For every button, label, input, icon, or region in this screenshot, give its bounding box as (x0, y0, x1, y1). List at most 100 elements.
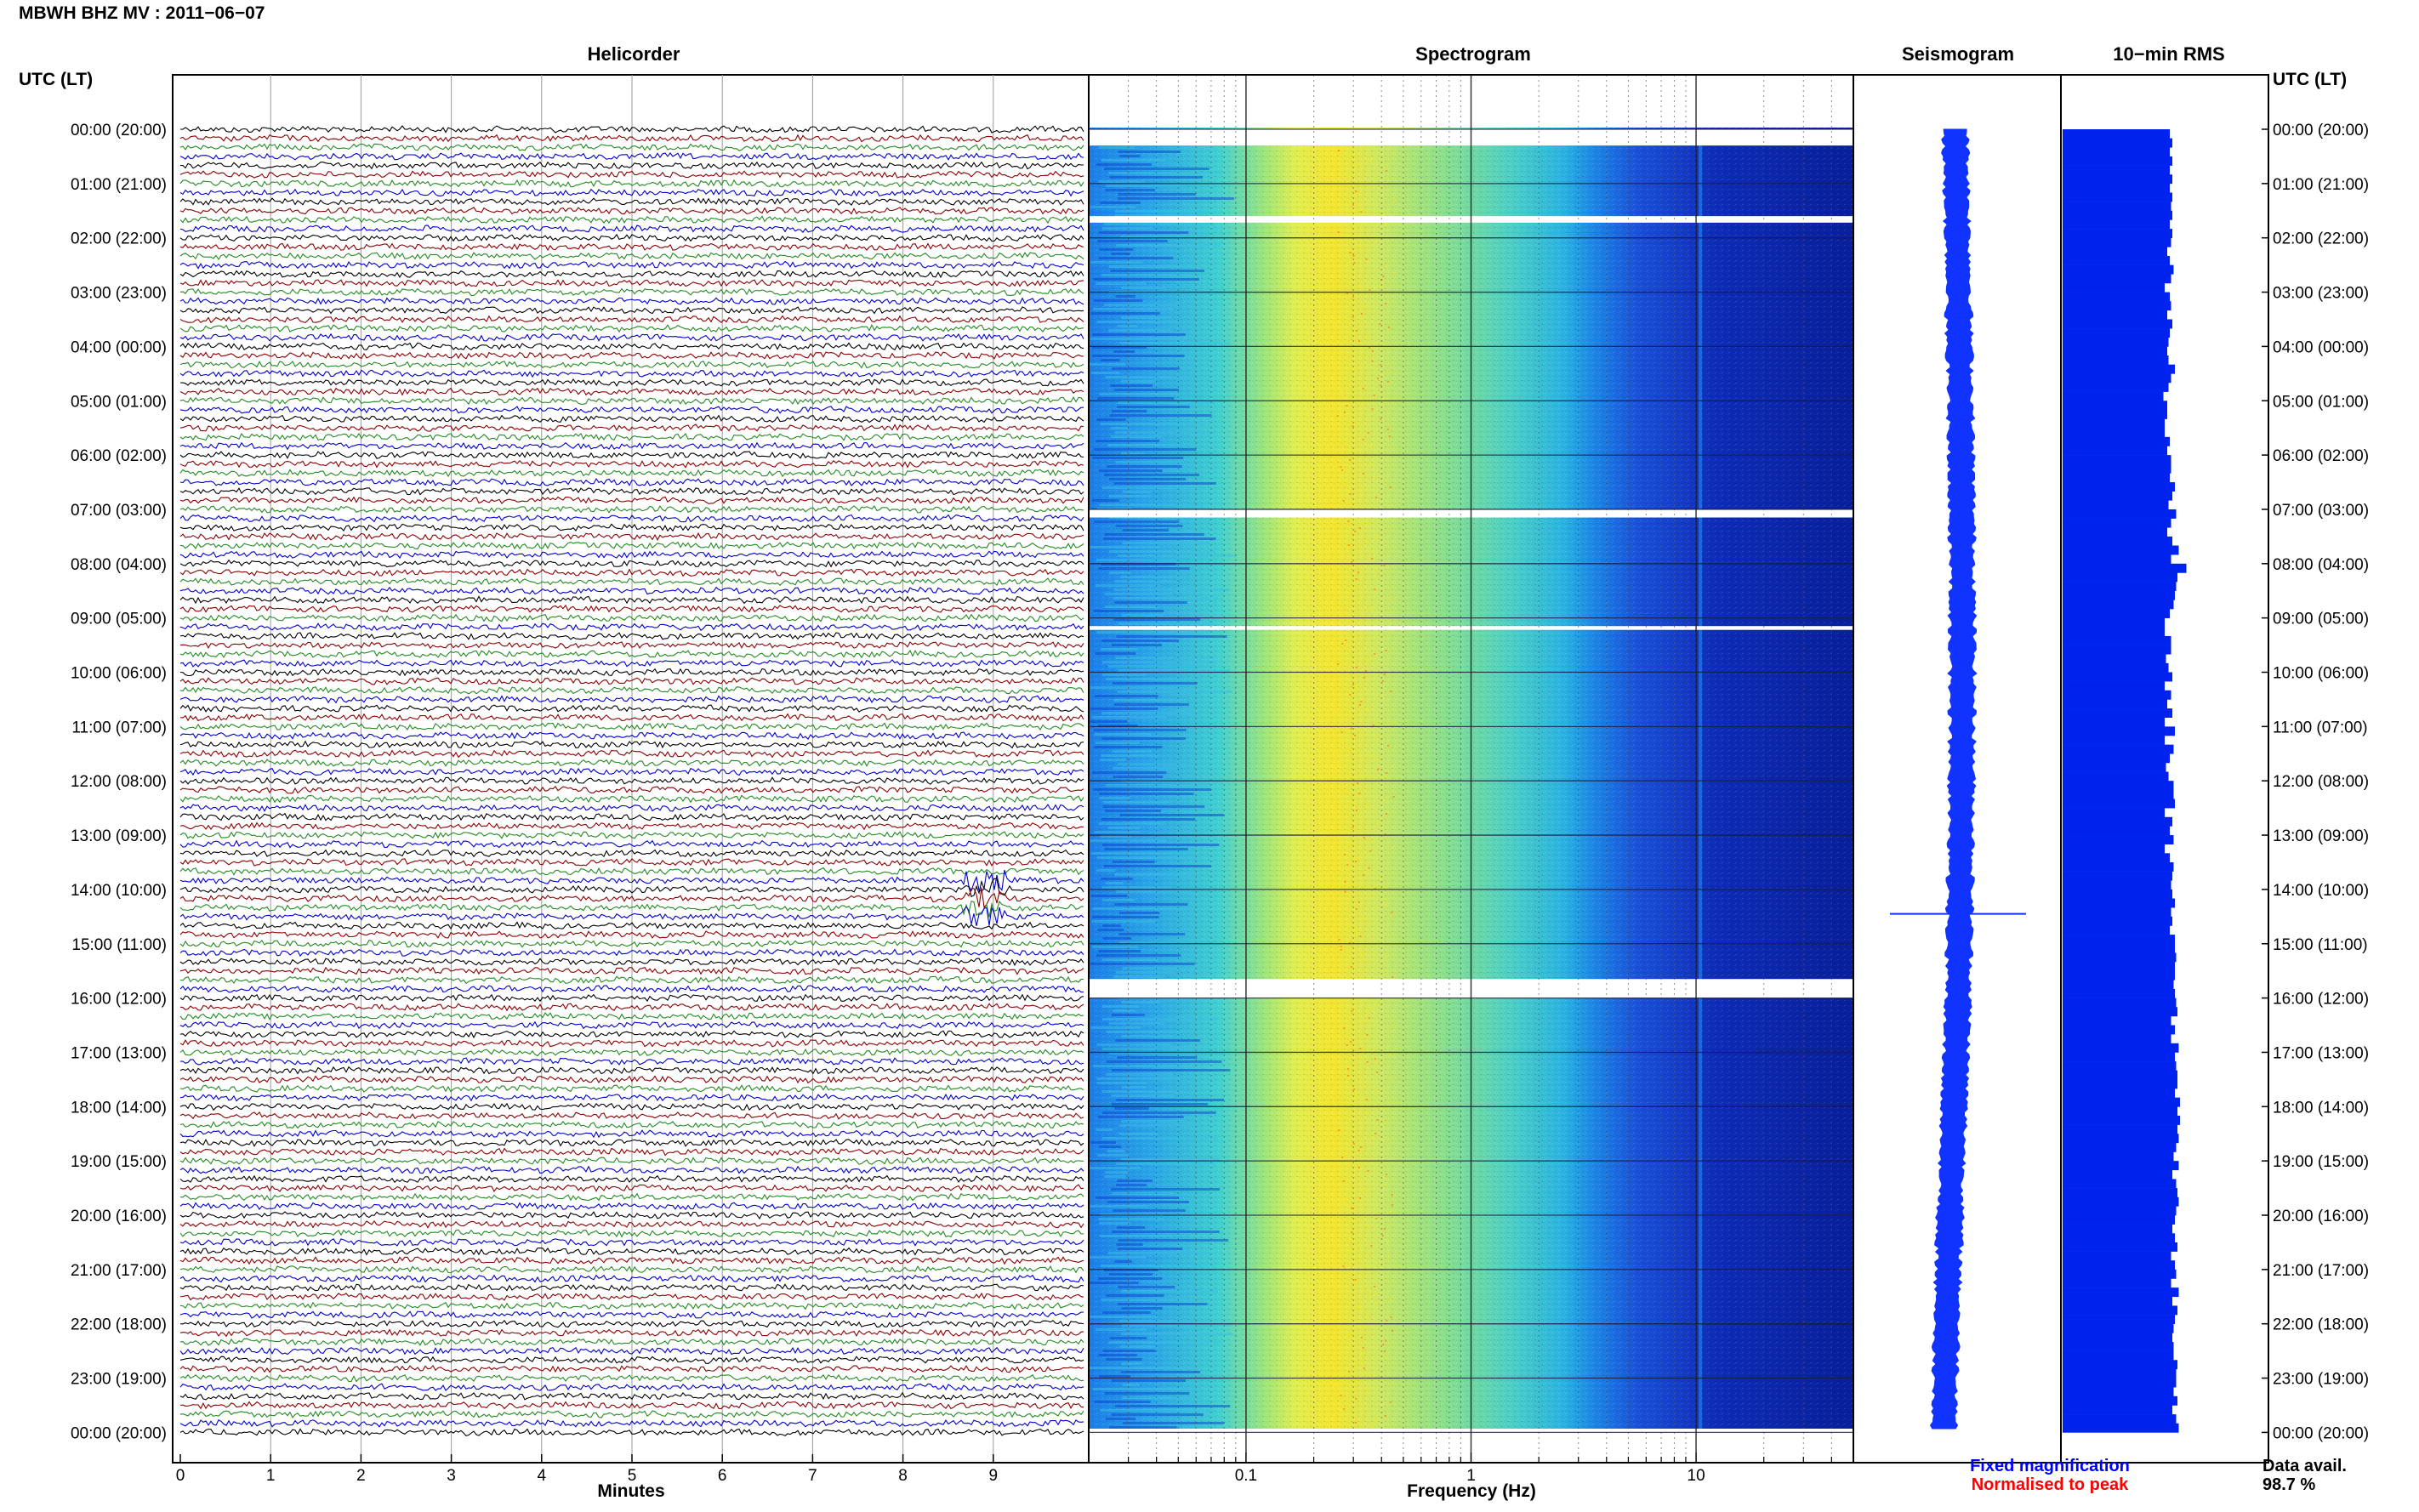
rms-bar (2063, 1115, 2180, 1125)
helicorder-trace (179, 1093, 1084, 1102)
spectrogram-streak (1095, 1328, 1148, 1331)
helicorder-frame (172, 74, 1090, 1464)
spectrogram-streak (1119, 576, 1186, 578)
spectrogram-streak (1094, 746, 1163, 748)
helicorder-trace (179, 441, 1084, 451)
spectrogram-peak-speck (1386, 429, 1389, 430)
spectrogram-streak (1101, 486, 1203, 489)
spectrogram-streak (1117, 197, 1234, 200)
helicorder-trace (179, 143, 1084, 151)
spectrogram-peak-speck (1351, 517, 1353, 519)
spectrogram-peak-speck (1349, 449, 1352, 451)
spectrogram-streak (1090, 312, 1160, 315)
rms-bar (2063, 1179, 2177, 1189)
helicorder-trace (179, 930, 1084, 939)
spectrogram-streak (1114, 873, 1201, 876)
spectrogram-streak (1096, 954, 1181, 957)
spectrogram-streak (1091, 895, 1128, 897)
spectrogram-peak-speck (1383, 565, 1386, 566)
time-label-right: 05:00 (01:00) (2273, 393, 2369, 411)
spectrogram-peak-speck (1336, 762, 1339, 764)
helicorder-trace (179, 613, 1084, 622)
rms-bar (2063, 174, 2172, 185)
spectrogram-peak-speck (1369, 755, 1371, 757)
spectrogram-peak-speck (1355, 1398, 1357, 1400)
spectrogram-peak-speck (1352, 1143, 1355, 1145)
spectrogram-peak-speck (1375, 568, 1378, 570)
spectrogram-peak-speck (1371, 350, 1374, 352)
spectrogram-peak-speck (1381, 374, 1384, 376)
rms-bar (2063, 853, 2170, 863)
time-label-left: 19:00 (15:00) (71, 1153, 167, 1171)
spectrogram-peak-speck (1350, 1041, 1352, 1043)
time-label-left: 23:00 (19:00) (71, 1371, 167, 1389)
helicorder-trace (179, 487, 1084, 496)
rms-bar (2063, 219, 2170, 230)
spectrogram-peak-speck (1338, 150, 1340, 151)
spectrogram-streak (1096, 163, 1153, 166)
spectrogram-streak (1091, 346, 1147, 349)
spectrogram-peak-speck (1384, 833, 1386, 835)
spectrogram-streak (1120, 452, 1145, 455)
spectrogram-streak (1091, 920, 1155, 923)
helicorder-trace (179, 324, 1084, 333)
spectrogram-streak (1114, 210, 1203, 213)
spectrogram-streak (1089, 1367, 1182, 1369)
spectrogram-streak (1109, 571, 1131, 574)
spectrogram-streak (1097, 725, 1138, 727)
rms-bar (2063, 292, 2170, 302)
rms-bar (2063, 1007, 2177, 1017)
spectrogram-streak (1121, 1001, 1161, 1003)
spectrogram-x-tick-label: 10 (1688, 1467, 1705, 1485)
time-label-right: 09:00 (05:00) (2273, 611, 2369, 628)
rms-bar (2063, 935, 2175, 945)
spectrogram-peak-speck (1383, 214, 1386, 216)
spectrogram-peak-speck (1338, 320, 1340, 321)
helicorder-trace (179, 900, 1084, 918)
spectrogram-peak-speck (1391, 847, 1393, 849)
spectrogram-peak-speck (1347, 490, 1350, 492)
spectrogram-peak-speck (1392, 272, 1395, 274)
spectrogram-peak-speck (1368, 354, 1370, 355)
spectrogram-streak (1106, 1358, 1142, 1361)
spectrogram-peak-speck (1380, 1000, 1383, 1002)
spectrogram-streak (1090, 261, 1143, 264)
spectrogram-peak-speck (1363, 959, 1366, 961)
spectrogram-peak-speck (1380, 418, 1382, 420)
rms-bar (2063, 1287, 2179, 1298)
time-label-right: 00:00 (20:00) (2273, 1424, 2369, 1442)
rms-bar (2063, 662, 2169, 673)
spectrogram-streak (1101, 958, 1159, 961)
rms-bars (2063, 129, 2187, 1433)
rms-bar (2063, 970, 2175, 981)
rms-bar (2063, 1387, 2174, 1397)
rms-bar (2063, 1197, 2179, 1207)
rms-bar (2063, 672, 2172, 682)
spectrogram-peak-speck (1369, 347, 1371, 349)
spectrogram-peak-speck (1343, 412, 1346, 413)
rms-bar (2063, 1169, 2172, 1179)
spectrogram-streak (1118, 151, 1181, 153)
spectrogram-streak (1113, 767, 1177, 770)
spectrogram-peak-speck (1352, 333, 1354, 335)
spectrogram-streak (1101, 1018, 1217, 1020)
spectrogram-peak-speck (1360, 1361, 1363, 1362)
spectrogram-streak (1114, 431, 1216, 434)
spectrogram-peak-speck (1363, 1085, 1366, 1087)
spectrogram-peak-speck (1374, 1418, 1376, 1420)
helicorder-trace (179, 869, 1084, 892)
helicorder-trace (179, 704, 1084, 713)
spectrogram-streak (1117, 1179, 1153, 1182)
spectrogram-peak-speck (1375, 1133, 1377, 1134)
spectrogram-streak (1114, 1107, 1149, 1110)
spectrogram-streak (1118, 669, 1231, 672)
spectrogram-streak (1102, 1350, 1156, 1352)
rms-bar (2063, 1323, 2174, 1333)
spectrogram-streak (1116, 971, 1176, 974)
spectrogram-peak-speck (1368, 1252, 1370, 1253)
seismogram-trace (1929, 128, 1978, 1430)
helicorder-x-tick-label: 1 (266, 1467, 276, 1485)
spectrogram-peak-speck (1365, 1112, 1368, 1114)
helicorder-trace (179, 134, 1084, 143)
spectrogram-peak-speck (1352, 296, 1355, 298)
